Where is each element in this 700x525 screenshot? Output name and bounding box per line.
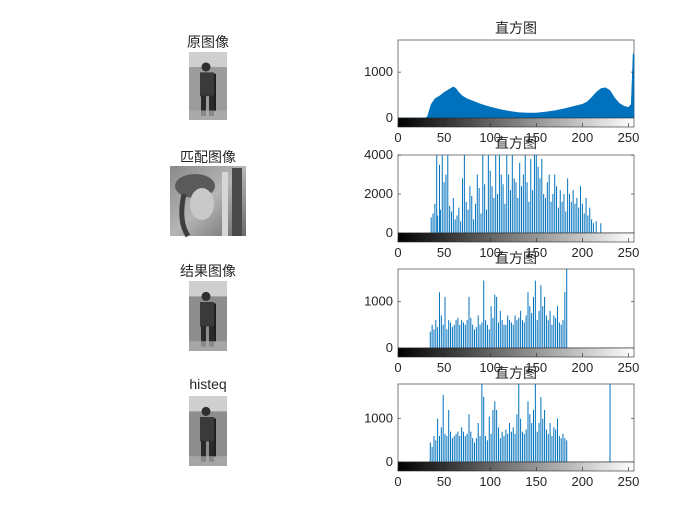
- photo-man-mid: [189, 281, 227, 351]
- x-tick-label: 100: [479, 360, 501, 375]
- x-tick-label: 100: [479, 474, 501, 489]
- x-tick-label: 50: [437, 245, 451, 260]
- histogram-area: [398, 53, 635, 119]
- y-tick-label: 0: [386, 454, 393, 469]
- x-tick-label: 50: [437, 474, 451, 489]
- histogram-title: 直方图: [495, 20, 537, 37]
- x-tick-label: 250: [618, 360, 640, 375]
- x-tick-label: 200: [572, 130, 594, 145]
- axes-frame: [397, 268, 635, 349]
- grayscale-colorbar: [397, 461, 635, 472]
- photo-man-mid: [189, 396, 227, 466]
- y-tick-label: 0: [386, 340, 393, 355]
- x-tick-label: 150: [525, 474, 547, 489]
- grayscale-colorbar: [397, 117, 635, 128]
- x-tick-label: 200: [572, 474, 594, 489]
- histogram-title: 直方图: [495, 135, 537, 152]
- y-tick-label: 4000: [364, 147, 393, 162]
- histogram-title: 直方图: [495, 365, 537, 382]
- x-tick-label: 0: [394, 360, 401, 375]
- photo-lena: [170, 166, 246, 238]
- image-title: 匹配图像: [180, 150, 236, 166]
- y-tick-label: 1000: [364, 294, 393, 309]
- x-tick-label: 150: [525, 360, 547, 375]
- y-tick-label: 2000: [364, 186, 393, 201]
- x-tick-label: 150: [525, 245, 547, 260]
- axes-frame: [397, 383, 635, 463]
- x-tick-label: 0: [394, 474, 401, 489]
- x-tick-label: 50: [437, 360, 451, 375]
- y-tick-label: 0: [386, 225, 393, 240]
- x-tick-label: 250: [618, 130, 640, 145]
- x-tick-label: 250: [618, 245, 640, 260]
- image-title: histeq: [189, 376, 227, 392]
- y-tick-label: 1000: [364, 411, 393, 426]
- x-tick-label: 0: [394, 130, 401, 145]
- x-tick-label: 150: [525, 130, 547, 145]
- image-title: 结果图像: [180, 264, 236, 280]
- x-tick-label: 200: [572, 360, 594, 375]
- histogram-title: 直方图: [495, 250, 537, 267]
- x-tick-label: 250: [618, 474, 640, 489]
- y-tick-label: 1000: [364, 64, 393, 79]
- grayscale-colorbar: [397, 347, 635, 358]
- grayscale-colorbar: [397, 232, 635, 243]
- x-tick-label: 100: [479, 245, 501, 260]
- image-title: 原图像: [187, 35, 229, 51]
- x-tick-label: 100: [479, 130, 501, 145]
- x-tick-label: 50: [437, 130, 451, 145]
- y-tick-label: 0: [386, 110, 393, 125]
- x-tick-label: 200: [572, 245, 594, 260]
- x-tick-label: 0: [394, 245, 401, 260]
- photo-man-dark: [189, 52, 227, 120]
